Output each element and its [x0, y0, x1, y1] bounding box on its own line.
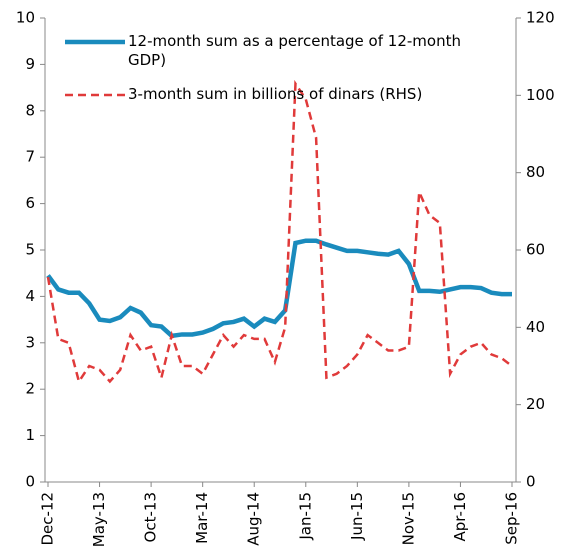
x-tick-label: Mar-14	[193, 492, 211, 544]
y2-tick-label: 40	[526, 318, 545, 336]
y-tick-label: 10	[16, 9, 35, 27]
x-tick-label: Oct-13	[142, 492, 160, 542]
x-tick-label: Apr-16	[451, 492, 469, 542]
y2-tick-label: 120	[526, 9, 555, 27]
x-tick-label: Jun-15	[348, 492, 366, 541]
y-tick-label: 8	[25, 101, 35, 119]
y2-tick-label: 20	[526, 395, 545, 413]
y2-tick-label: 60	[526, 241, 545, 259]
x-tick-label: Jan-15	[296, 492, 314, 541]
x-tick-label: Aug-14	[245, 492, 263, 546]
legend-label: 3-month sum in billions of dinars (RHS)	[128, 85, 423, 103]
y2-tick-label: 80	[526, 163, 545, 181]
x-tick-label: May-13	[90, 492, 108, 547]
series-line	[46, 238, 512, 339]
y-tick-label: 9	[25, 55, 35, 73]
y-tick-label: 6	[25, 194, 35, 212]
y-tick-label: 1	[25, 426, 35, 444]
x-tick-label: Dec-12	[39, 492, 57, 546]
y2-tick-label: 100	[526, 86, 555, 104]
x-tick-label: Nov-15	[399, 492, 417, 545]
series-line	[46, 79, 513, 385]
y2-tick-label: 0	[526, 473, 536, 491]
legend-label: 12-month sum as a percentage of 12-month…	[128, 32, 461, 69]
y-tick-label: 7	[25, 148, 35, 166]
y-tick-label: 5	[25, 241, 35, 259]
y-tick-label: 3	[25, 333, 35, 351]
y-tick-label: 4	[25, 287, 35, 305]
y-tick-label: 0	[25, 473, 35, 491]
y-tick-label: 2	[25, 380, 35, 398]
x-tick-label: Sep-16	[503, 492, 521, 545]
